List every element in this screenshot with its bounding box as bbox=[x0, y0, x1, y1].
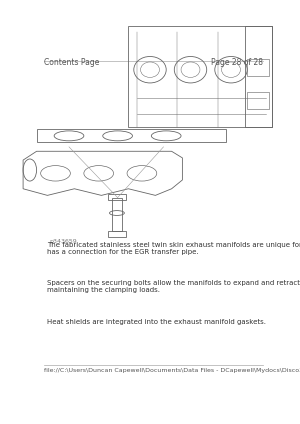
Bar bbox=[247, 59, 269, 76]
Text: p343659: p343659 bbox=[49, 239, 77, 244]
Bar bbox=[247, 92, 269, 109]
Text: file://C:\Users\Duncan Capewell\Documents\Data Files - DCapewell\Mydocs\Disco3..: file://C:\Users\Duncan Capewell\Document… bbox=[44, 368, 300, 374]
Text: Spacers on the securing bolts allow the manifolds to expand and retract with cha: Spacers on the securing bolts allow the … bbox=[47, 280, 300, 293]
Bar bbox=[108, 194, 126, 200]
Text: Page 28 of 28: Page 28 of 28 bbox=[211, 58, 263, 67]
Bar bbox=[112, 198, 122, 231]
Text: The fabricated stainless steel twin skin exhaust manifolds are unique for each c: The fabricated stainless steel twin skin… bbox=[47, 242, 300, 255]
Bar bbox=[244, 25, 272, 127]
Text: Heat shields are integrated into the exhaust manifold gaskets.: Heat shields are integrated into the exh… bbox=[47, 319, 266, 325]
Text: Contents Page: Contents Page bbox=[44, 58, 100, 67]
Bar bbox=[108, 231, 126, 237]
